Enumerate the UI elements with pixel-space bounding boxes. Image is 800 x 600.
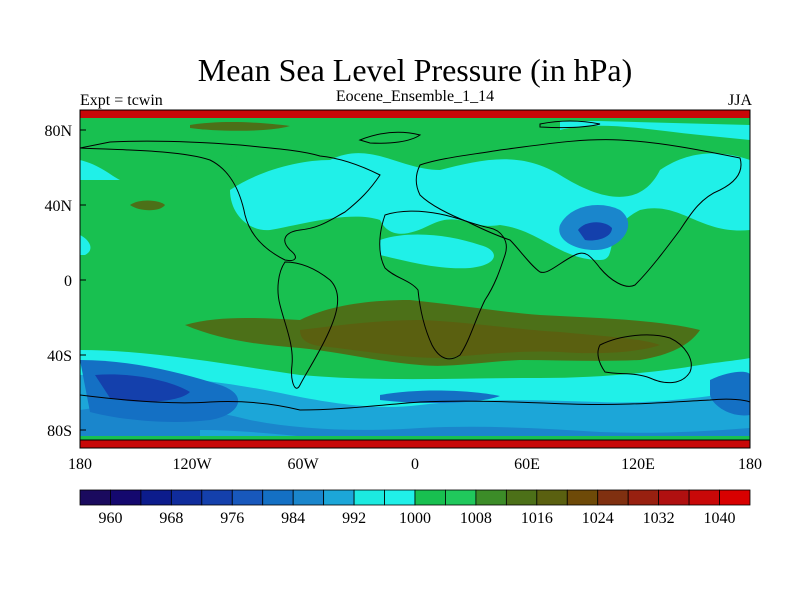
ensemble-label: Eocene_Ensemble_1_14 — [335, 88, 495, 105]
colorbar-swatch — [140, 489, 172, 506]
lat-tick-80n: 80N — [44, 123, 72, 140]
colorbar-swatch — [384, 489, 416, 506]
colorbar-swatch — [536, 489, 568, 506]
lon-tick-0: 0 — [411, 456, 419, 473]
lat-tick-0: 0 — [64, 273, 72, 290]
map-frame — [79, 109, 751, 449]
pressure-field — [80, 110, 750, 448]
colorbar-swatch — [414, 489, 446, 506]
colorbar-swatch — [323, 489, 355, 506]
colorbar — [79, 489, 751, 506]
colorbar-tick-label: 984 — [281, 510, 305, 527]
lon-tick-120e: 120E — [621, 456, 655, 473]
lon-tick-180e: 180 — [738, 456, 762, 473]
colorbar-labels: 960 968 976 984 992 1000 1008 1016 1024 1032 1040 — [98, 510, 735, 527]
colorbar-swatch — [505, 489, 538, 506]
lon-tick-120w: 120W — [172, 456, 212, 473]
colorbar-tick-label: 1040 — [704, 510, 736, 527]
colorbar-swatch — [353, 489, 385, 506]
colorbar-tick-label: 992 — [342, 510, 366, 527]
colorbar-tick-label: 1016 — [521, 510, 553, 527]
colorbar-tick-label: 1024 — [582, 510, 614, 527]
colorbar-tick-label: 976 — [220, 510, 244, 527]
colorbar-swatch — [110, 489, 142, 506]
longitude-axis: 180 120W 60W 0 60E 120E 180 — [68, 456, 762, 473]
colorbar-tick-label: 960 — [98, 510, 122, 527]
colorbar-swatch — [688, 489, 720, 506]
colorbar-swatch — [262, 489, 294, 506]
colorbar-swatch — [231, 489, 264, 506]
lon-tick-60e: 60E — [514, 456, 540, 473]
colorbar-swatch — [79, 489, 111, 506]
colorbar-swatch — [201, 489, 233, 506]
colorbar-tick-label: 1000 — [399, 510, 431, 527]
lat-tick-40n: 40N — [44, 198, 72, 215]
colorbar-swatch — [445, 489, 477, 506]
colorbar-tick-label: 1032 — [643, 510, 675, 527]
colorbar-swatch — [292, 489, 325, 506]
colorbar-swatch — [475, 489, 507, 506]
colorbar-swatch — [597, 489, 629, 506]
season-label: JJA — [727, 92, 752, 109]
plot-title: Mean Sea Level Pressure (in hPa) — [197, 52, 633, 88]
colorbar-swatch — [719, 489, 751, 506]
experiment-label: Expt = tcwin — [80, 92, 163, 109]
lat-tick-80s: 80S — [47, 423, 72, 440]
colorbar-tick-label: 1008 — [460, 510, 492, 527]
lon-tick-180w: 180 — [68, 456, 92, 473]
colorbar-swatch — [566, 489, 599, 506]
colorbar-swatch — [170, 489, 203, 506]
colorbar-swatch — [658, 489, 690, 506]
colorbar-swatch — [627, 489, 660, 506]
colorbar-tick-label: 968 — [159, 510, 183, 527]
lat-tick-40s: 40S — [47, 348, 72, 365]
lon-tick-60w: 60W — [287, 456, 319, 473]
latitude-axis: 80N 40N 0 40S 80S — [44, 123, 86, 440]
coastlines — [80, 120, 750, 441]
